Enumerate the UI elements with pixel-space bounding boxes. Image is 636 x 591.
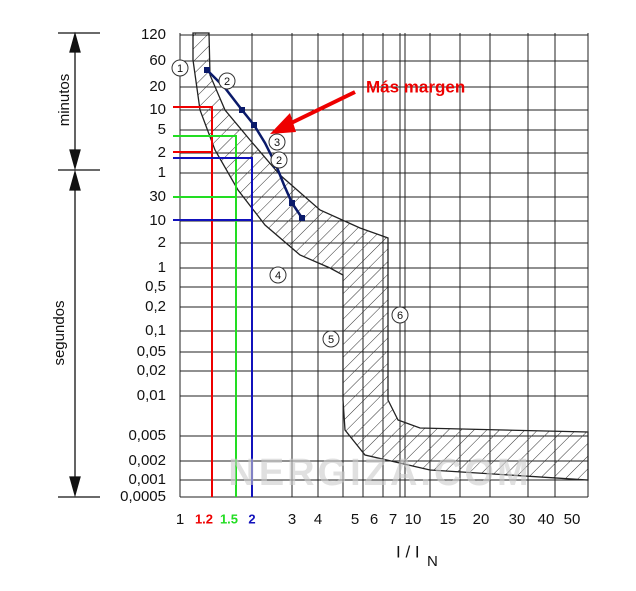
curve-label: 1 [177,63,183,75]
curve-label: 2 [224,76,230,88]
x-tick-label: 1.2 [195,511,213,526]
y-tick-label: 2 [158,144,166,161]
curve-label: 2 [276,155,282,167]
breaker-curve [206,69,304,219]
curve-label-circle [218,72,236,90]
curve-label-circle [391,306,409,324]
tripping-band [192,32,589,481]
curve-label-circle [269,266,287,284]
x-tick-label: 1.5 [220,511,238,526]
y-tick-label: 0,001 [128,471,166,488]
arrow [270,90,356,134]
x-tick-label: 50 [564,511,581,528]
y-tick-label: 120 [141,26,166,43]
curve-label-circle [270,151,288,169]
x-axis-subscript: N [427,553,438,570]
x-tick-label: 30 [509,511,526,528]
curve-label-circle [171,59,189,77]
y-tick-label: 10 [149,212,166,229]
y-tick-label: 1 [158,164,166,181]
y-tick-label: 5 [158,121,166,138]
curve-label: 4 [275,270,281,282]
reference-lines [173,106,253,497]
y-tick-label: 0,005 [128,427,166,444]
curve-label-circle [268,133,286,151]
y-tick-label: 2 [158,234,166,251]
y-tick-label: 10 [149,101,166,118]
x-axis-title: I / I [396,542,420,561]
x-tick-label: 4 [314,511,322,528]
y-tick-label: 0,01 [137,387,166,404]
curve-label: 5 [328,334,334,346]
x-tick-label: 1 [176,511,184,528]
watermark: NERGIZA.COM [228,452,531,494]
curve-label: 3 [274,137,280,149]
brackets [58,31,100,498]
y-tick-label: 0,5 [145,278,166,295]
x-tick-label: 2 [248,511,255,526]
x-tick-label: 6 [370,511,378,528]
curve-label: 6 [397,310,403,322]
x-tick-label: 15 [440,511,457,528]
y-tick-label: 0,1 [145,322,166,339]
x-tick-label: 40 [538,511,555,528]
x-tick-label: 20 [473,511,490,528]
annotation: Más margen [366,77,465,96]
y-tick-label: 0,02 [137,362,166,379]
y-tick-label: 20 [149,78,166,95]
x-tick-label: 7 [389,511,397,528]
x-tick-label: 5 [351,511,359,528]
y-tick-label: 0,002 [128,452,166,469]
x-tick-label: 10 [405,511,422,528]
y-tick-label: 0,05 [137,343,166,360]
y-tick-label: 0,2 [145,298,166,315]
y-tick-label: 60 [149,52,166,69]
curve-label-circle [322,330,340,348]
minutes-label: minutos [56,74,73,127]
x-tick-label: 3 [288,511,296,528]
y-tick-label: 1 [158,259,166,276]
seconds-label: segundos [51,300,68,365]
y-tick-label: 30 [149,188,166,205]
y-tick-label: 0,0005 [120,488,166,505]
